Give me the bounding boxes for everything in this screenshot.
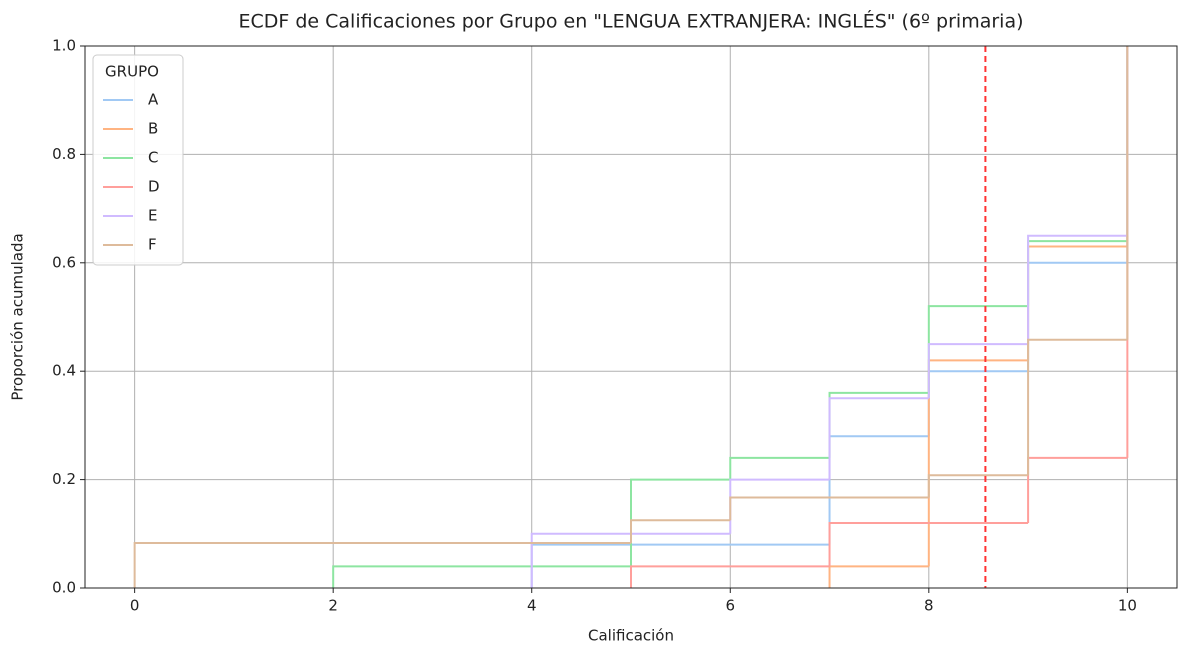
legend-label: E — [148, 207, 157, 225]
x-axis-label: Calificación — [588, 627, 674, 645]
ecdf-step — [729, 456, 830, 480]
legend-box — [92, 54, 184, 266]
y-tick-label: 0.8 — [52, 145, 76, 163]
ecdf-step — [828, 391, 929, 458]
y-tick-label: 0.4 — [52, 362, 76, 380]
y-tick-label: 0.6 — [52, 253, 76, 271]
ecdf-step — [927, 474, 1029, 498]
ecdf-step — [1027, 338, 1128, 476]
ecdf-step — [927, 343, 1029, 399]
ecdf-step — [729, 496, 929, 521]
legend-label: F — [148, 236, 157, 254]
ecdf-step — [828, 435, 929, 545]
ecdf-step — [927, 359, 1029, 567]
y-tick-label: 0.0 — [52, 579, 76, 597]
x-tick-label: 8 — [924, 597, 934, 615]
legend-label: B — [148, 120, 158, 138]
ecdf-step — [828, 521, 1029, 567]
series — [133, 46, 1129, 588]
series — [530, 46, 1129, 588]
ecdf-step — [828, 397, 929, 480]
ecdf-step — [1027, 240, 1128, 307]
ecdf-step — [729, 478, 830, 534]
ecdf-step — [1027, 456, 1128, 523]
ecdf-step — [828, 565, 929, 588]
legend-label: C — [148, 149, 158, 167]
y-tick-label: 1.0 — [52, 37, 76, 55]
legend-label: A — [148, 91, 159, 109]
ecdf-step — [927, 305, 1029, 393]
x-tick-label: 10 — [1118, 597, 1137, 615]
ecdf-step — [630, 565, 830, 588]
x-tick-label: 4 — [527, 597, 537, 615]
chart-title: ECDF de Calificaciones por Grupo en "LEN… — [238, 10, 1023, 33]
y-axis-label: Proporción acumulada — [9, 233, 27, 400]
legend-label: D — [148, 178, 160, 196]
ecdf-step — [133, 542, 631, 588]
series — [828, 46, 1129, 588]
ecdf-step — [630, 478, 731, 567]
x-tick-label: 0 — [130, 597, 140, 615]
plot-frame — [84, 45, 1178, 589]
ecdf-step — [630, 519, 731, 544]
x-tick-label: 2 — [328, 597, 338, 615]
ecdf-step — [530, 532, 731, 588]
y-tick-label: 0.2 — [52, 470, 76, 488]
ecdf-step — [1027, 234, 1128, 345]
ecdf-step — [927, 370, 1029, 437]
series — [630, 46, 1129, 588]
legend-title: GRUPO — [105, 63, 159, 81]
ecdf-step — [1027, 261, 1128, 372]
x-tick-label: 6 — [725, 597, 735, 615]
ecdf-step — [332, 565, 631, 588]
